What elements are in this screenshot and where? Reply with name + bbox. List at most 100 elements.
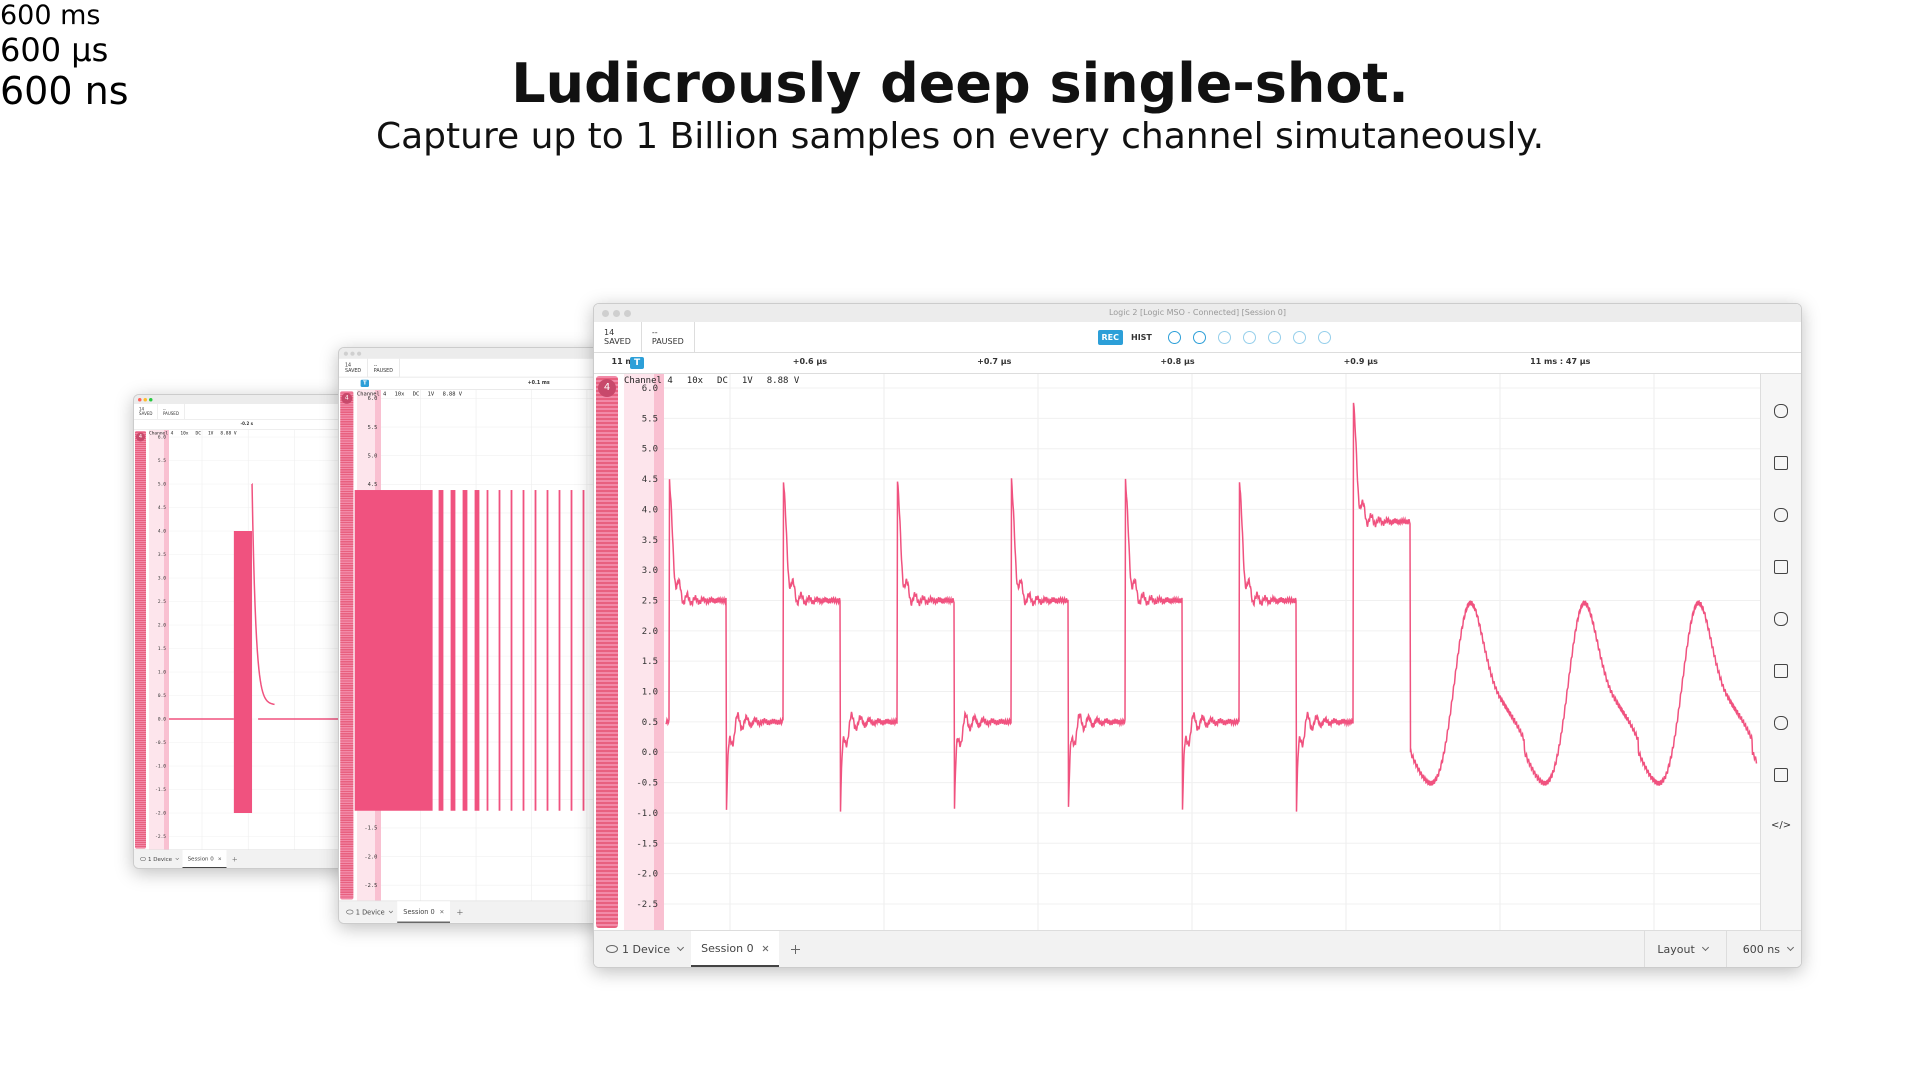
toolbar-icon[interactable] xyxy=(1192,330,1206,344)
code-icon[interactable]: </> xyxy=(1771,820,1792,831)
window-control[interactable] xyxy=(357,351,362,356)
window-control[interactable] xyxy=(138,398,142,402)
toolbar-icon[interactable] xyxy=(1242,330,1256,344)
y-axis-label: 1.5 xyxy=(642,657,658,667)
side-icon[interactable] xyxy=(1774,612,1788,626)
waveform-pulse xyxy=(498,490,501,811)
side-icon[interactable] xyxy=(1774,456,1788,470)
close-tab[interactable] xyxy=(218,857,222,861)
y-axis-label: 4.0 xyxy=(158,529,166,535)
run-status[interactable]: -- PAUSED xyxy=(368,358,400,377)
new-tab[interactable] xyxy=(791,944,800,954)
rec-button[interactable]: REC xyxy=(1097,329,1123,345)
new-tab[interactable] xyxy=(232,856,237,862)
coupling: DC xyxy=(196,431,202,437)
side-icon[interactable] xyxy=(1774,404,1788,418)
y-axis-label: 3.0 xyxy=(158,576,166,582)
device-selector[interactable]: 1 Device xyxy=(622,942,671,956)
run-status[interactable]: -- PAUSED xyxy=(158,404,185,419)
y-axis-label: -1.5 xyxy=(364,826,377,832)
saved-label: SAVED xyxy=(604,337,631,346)
save-status[interactable]: 14 SAVED xyxy=(594,322,642,352)
saved-label: SAVED xyxy=(139,411,153,417)
y-axis-label: 4.0 xyxy=(642,505,658,515)
toolbar: 14 SAVED -- PAUSED REC HIST xyxy=(594,322,1801,353)
paused-label: PAUSED xyxy=(162,411,179,417)
side-icon[interactable] xyxy=(1774,664,1788,678)
side-icon[interactable] xyxy=(1774,508,1788,522)
waveform-pulse xyxy=(582,490,585,811)
channel-name: Channel 4 xyxy=(624,376,673,386)
window-control[interactable] xyxy=(343,351,348,356)
y-axis-label: 5.0 xyxy=(158,482,166,488)
y-axis-label: 2.5 xyxy=(642,596,658,606)
channel-badge: 4 xyxy=(136,432,145,442)
toolbar: 14 SAVED -- PAUSED xyxy=(339,358,609,378)
trigger-marker[interactable]: T xyxy=(360,379,370,387)
channel-strip: 4 xyxy=(340,391,354,900)
new-tab[interactable] xyxy=(457,909,462,915)
y-axis-label: 0.0 xyxy=(158,717,166,723)
y-axis-label: -1.0 xyxy=(636,809,658,819)
device-selector[interactable]: 1 Device xyxy=(355,908,385,917)
time-tick-label: +0.6 µs xyxy=(792,357,828,366)
app-window: Logic 2 [Logic MSO - Connected] [Session… xyxy=(593,303,1802,968)
scale: 1V xyxy=(742,376,753,386)
channel-header: Channel 4 10x DC 1V 8.88 V xyxy=(357,391,463,397)
window-control[interactable] xyxy=(624,310,631,317)
run-value: -- xyxy=(373,362,378,368)
window-control[interactable] xyxy=(350,351,355,356)
saved-label: SAVED xyxy=(345,367,362,374)
window-control[interactable] xyxy=(149,398,153,402)
window-control[interactable] xyxy=(602,310,609,317)
close-tab[interactable] xyxy=(440,909,444,913)
y-axis-label: 3.0 xyxy=(642,566,658,576)
waveform-burst xyxy=(354,490,433,811)
y-axis-label: -2.5 xyxy=(155,834,166,840)
session-tab[interactable]: Session 0 xyxy=(397,901,450,923)
side-icon[interactable] xyxy=(1774,560,1788,574)
side-icon[interactable] xyxy=(1774,716,1788,730)
toolbar-icon[interactable] xyxy=(1317,330,1331,344)
session-tab[interactable]: Session 0 xyxy=(691,931,779,967)
time-tick-label: +0.1 ms xyxy=(527,379,550,386)
device-selector[interactable]: 1 Device xyxy=(148,855,173,863)
waveform-pulse xyxy=(438,490,444,811)
save-status[interactable]: 14 SAVED xyxy=(339,358,368,377)
toolbar-icon[interactable] xyxy=(1217,330,1231,344)
time-ruler: 11 ms +0.6 µs +0.7 µs +0.8 µs +0.9 µs 11 ms :… xyxy=(594,353,1801,374)
y-axis-label: -2.0 xyxy=(364,854,377,860)
zoom-label: 600 ms xyxy=(0,0,101,31)
run-status[interactable]: -- PAUSED xyxy=(642,322,695,352)
toolbar-center: REC HIST xyxy=(1097,329,1331,345)
toolbar-icon[interactable] xyxy=(1267,330,1281,344)
window-control[interactable] xyxy=(143,398,147,402)
y-axis-label: 3.5 xyxy=(158,552,166,558)
toolbar-icon[interactable] xyxy=(1167,330,1181,344)
session-tab[interactable]: Session 0 xyxy=(182,850,227,868)
y-axis-label: 4.5 xyxy=(158,505,166,511)
toolbar-icon[interactable] xyxy=(1292,330,1306,344)
channel-strip: 4 xyxy=(596,376,618,928)
waveform-pulse xyxy=(462,490,468,811)
hist-button[interactable]: HIST xyxy=(1131,332,1152,342)
trigger-marker[interactable]: T xyxy=(630,357,645,369)
layout-menu[interactable]: Layout xyxy=(1644,931,1695,967)
y-axis-label: -1.5 xyxy=(636,839,658,849)
y-axis-label: 0.5 xyxy=(158,693,166,699)
side-icon[interactable] xyxy=(1774,768,1788,782)
device-icon xyxy=(140,857,146,861)
timebase-menu[interactable]: 600 ns xyxy=(1725,931,1780,967)
coupling: DC xyxy=(413,391,420,397)
time-tick-label: +0.7 µs xyxy=(977,357,1012,366)
save-status[interactable]: 14 SAVED xyxy=(134,404,158,419)
chevron xyxy=(677,943,685,952)
paused-label: PAUSED xyxy=(651,337,684,346)
y-axis-label: 2.5 xyxy=(158,599,166,605)
window-control[interactable] xyxy=(613,310,620,317)
close-tab[interactable] xyxy=(762,945,769,952)
y-axis-label: 5.5 xyxy=(158,458,166,464)
side-toolbar: </> xyxy=(1760,374,1801,930)
waveform-spike xyxy=(251,483,275,706)
